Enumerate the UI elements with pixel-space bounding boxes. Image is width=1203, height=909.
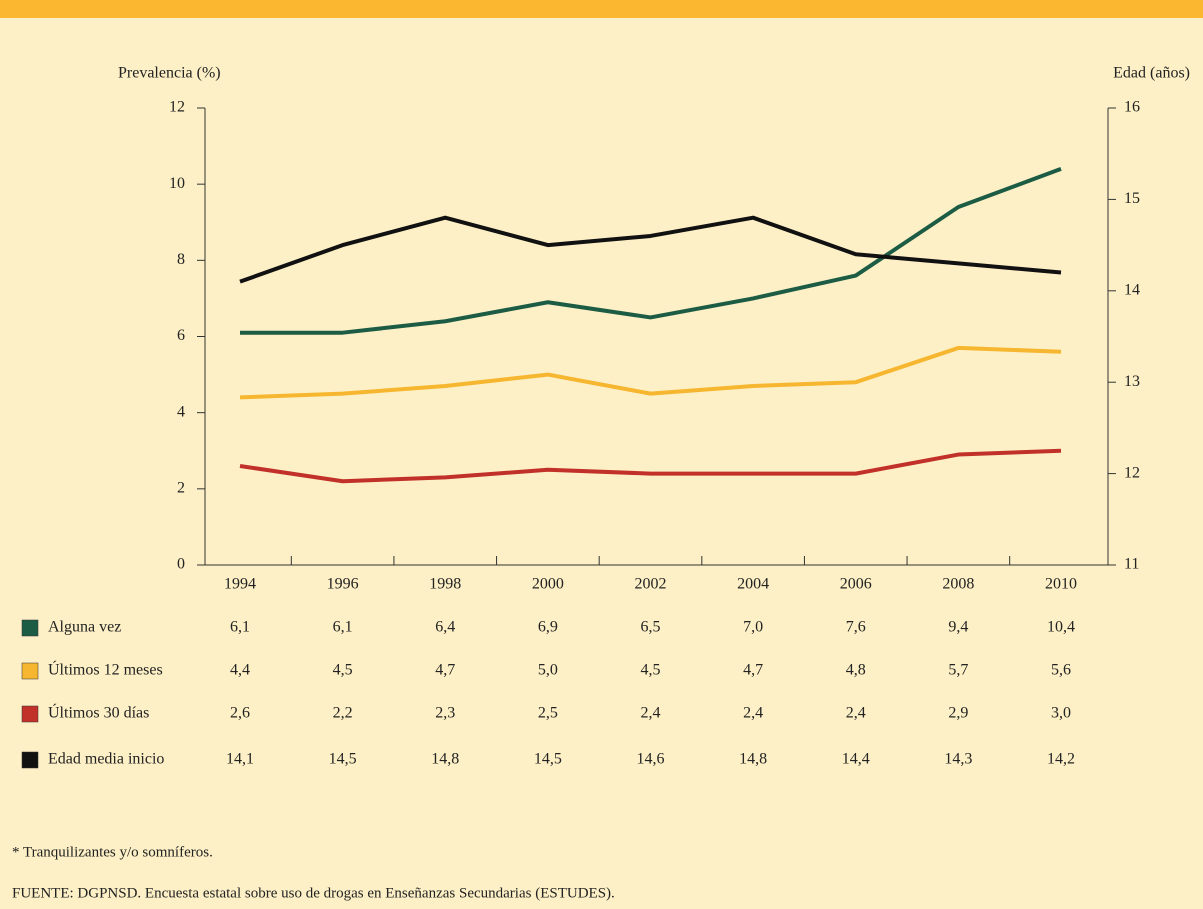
y2-tick-label: 14	[1124, 281, 1140, 298]
table-value: 6,5	[641, 619, 661, 636]
table-value: 7,6	[846, 619, 866, 636]
x-tick-label: 2006	[840, 576, 872, 593]
x-tick-label: 2008	[942, 576, 974, 593]
x-tick-label: 2000	[532, 576, 564, 593]
table-value: 2,4	[641, 705, 661, 722]
y-tick-label: 0	[177, 556, 185, 573]
table-value: 6,1	[333, 619, 353, 636]
table-value: 5,7	[948, 662, 968, 679]
table-value: 5,0	[538, 662, 558, 679]
table-value: 4,5	[641, 662, 661, 679]
table-value: 2,6	[230, 705, 250, 722]
table-value: 4,7	[743, 662, 763, 679]
table-value: 4,8	[846, 662, 866, 679]
table-value: 6,9	[538, 619, 558, 636]
table-value: 4,7	[435, 662, 455, 679]
header-bar	[0, 0, 1203, 18]
y2-axis-label: Edad (años)	[1113, 65, 1190, 82]
table-value: 14,5	[534, 751, 562, 768]
table-value: 5,6	[1051, 662, 1071, 679]
y-tick-label: 4	[177, 403, 185, 420]
table-value: 2,2	[333, 705, 353, 722]
table-value: 4,5	[333, 662, 353, 679]
y-tick-label: 8	[177, 251, 185, 268]
y2-tick-label: 12	[1124, 464, 1140, 481]
table-value: 6,1	[230, 619, 250, 636]
y2-tick-label: 13	[1124, 373, 1140, 390]
series-line	[239, 215, 1062, 284]
x-tick-label: 2002	[635, 576, 667, 593]
y-axis-label: Prevalencia (%)	[118, 65, 221, 82]
legend-swatch	[21, 751, 39, 769]
y-tick-label: 6	[177, 327, 185, 344]
table-value: 14,5	[329, 751, 357, 768]
legend-label: Últimos 30 días	[48, 703, 149, 722]
source: FUENTE: DGPNSD. Encuesta estatal sobre u…	[12, 885, 615, 901]
table-value: 14,1	[226, 751, 254, 768]
legend-swatch	[21, 705, 39, 723]
x-tick-label: 1994	[224, 576, 256, 593]
table-value: 14,8	[431, 751, 459, 768]
table-value: 2,4	[846, 705, 866, 722]
table-value: 6,4	[435, 619, 455, 636]
y2-tick-label: 15	[1124, 190, 1140, 207]
table-value: 2,5	[538, 705, 558, 722]
table-value: 4,4	[230, 662, 250, 679]
x-tick-label: 1998	[429, 576, 461, 593]
legend-label: Edad media inicio	[48, 751, 164, 768]
table-value: 2,9	[948, 705, 968, 722]
series-line	[239, 448, 1062, 484]
x-tick-label: 2010	[1045, 576, 1077, 593]
y-tick-label: 2	[177, 480, 185, 497]
table-value: 14,6	[637, 751, 665, 768]
table-value: 2,4	[743, 705, 763, 722]
table-value: 7,0	[743, 619, 763, 636]
x-tick-label: 1996	[327, 576, 359, 593]
footnote: * Tranquilizantes y/o somníferos.	[12, 844, 213, 860]
table-value: 14,2	[1047, 751, 1075, 768]
table-value: 10,4	[1047, 619, 1075, 636]
table-value: 2,3	[435, 705, 455, 722]
y2-tick-label: 11	[1124, 556, 1139, 573]
table-value: 3,0	[1051, 705, 1071, 722]
table-value: 9,4	[948, 619, 968, 636]
series-line	[239, 345, 1062, 400]
legend-swatch	[21, 662, 39, 680]
y2-tick-label: 16	[1124, 99, 1140, 116]
legend-swatch	[21, 619, 39, 637]
x-tick-label: 2004	[737, 576, 769, 593]
legend-label: Alguna vez	[48, 619, 121, 636]
legend-label: Últimos 12 meses	[48, 660, 163, 679]
table-value: 14,4	[842, 751, 870, 768]
y-tick-label: 12	[169, 99, 185, 116]
table-value: 14,8	[739, 751, 767, 768]
series-line	[240, 167, 1062, 335]
table-value: 14,3	[944, 751, 972, 768]
y-tick-label: 10	[169, 175, 185, 192]
